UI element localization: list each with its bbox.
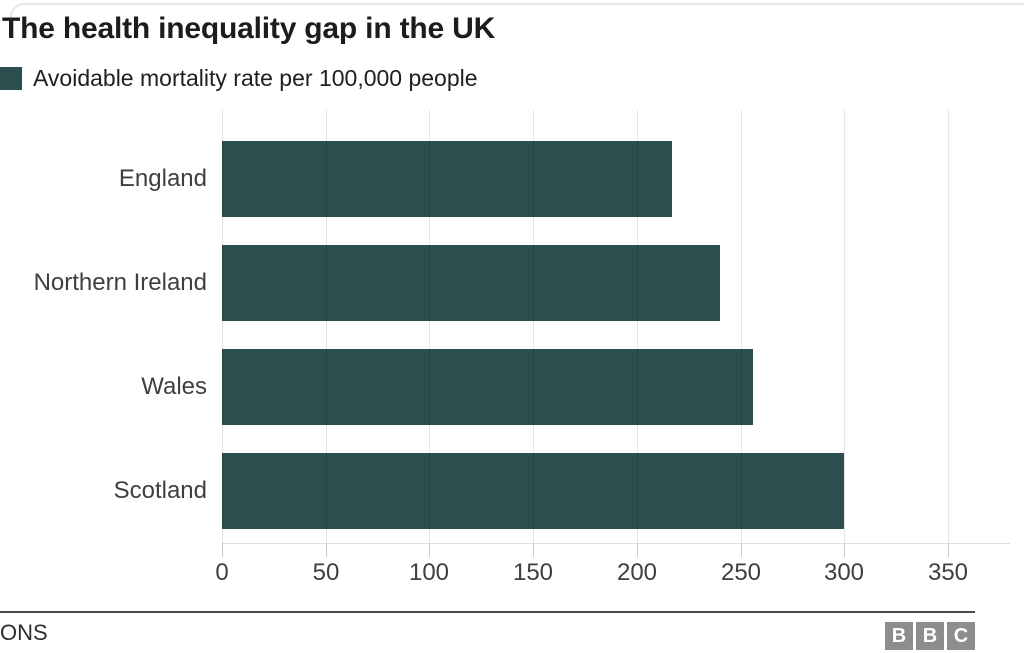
gridline-300 <box>844 110 845 543</box>
source-text: ONS <box>0 620 48 645</box>
x-tick-label-250: 250 <box>720 559 762 586</box>
x-tick-label-200: 200 <box>616 559 658 586</box>
x-tick-350 <box>948 543 949 557</box>
gridline-250 <box>741 110 742 543</box>
x-tick-250 <box>741 543 742 557</box>
x-axis-line <box>222 543 1010 544</box>
gridline-150 <box>533 110 534 543</box>
bar-england <box>222 141 672 217</box>
bar-scotland <box>222 453 844 529</box>
y-label-northern-ireland: Northern Ireland <box>33 269 207 296</box>
x-tick-100 <box>429 543 430 557</box>
chart-title: The health inequality gap in the UK <box>2 12 496 45</box>
legend: Avoidable mortality rate per 100,000 peo… <box>0 65 478 91</box>
x-tick-label-300: 300 <box>823 559 865 586</box>
gridline-50 <box>326 110 327 543</box>
bbc-logo-block-2: B <box>916 622 944 650</box>
plot-area: England Northern Ireland Wales Scotland … <box>33 110 1010 586</box>
y-label-wales: Wales <box>141 373 207 400</box>
bbc-logo-block-1: B <box>885 622 913 650</box>
x-tick-label-350: 350 <box>927 559 969 586</box>
x-tick-label-100: 100 <box>408 559 450 586</box>
legend-label: Avoidable mortality rate per 100,000 peo… <box>33 64 478 91</box>
bar-northern-ireland <box>222 245 720 321</box>
x-tick-0 <box>222 543 223 557</box>
y-label-scotland: Scotland <box>113 477 207 504</box>
legend-swatch <box>0 66 22 90</box>
x-tick-150 <box>533 543 534 557</box>
x-tick-label-0: 0 <box>215 559 229 586</box>
gridline-200 <box>637 110 638 543</box>
x-tick-200 <box>637 543 638 557</box>
y-label-england: England <box>118 165 207 192</box>
x-tick-label-50: 50 <box>312 559 340 586</box>
bbc-logo: B B C <box>885 622 975 650</box>
bbc-logo-block-3: C <box>947 622 975 650</box>
x-tick-300 <box>844 543 845 557</box>
card-top-border <box>10 3 1024 21</box>
gridline-100 <box>429 110 430 543</box>
gridline-350 <box>948 110 949 543</box>
gridline-0 <box>222 110 223 543</box>
footer-rule <box>0 611 975 613</box>
bar-wales <box>222 349 753 425</box>
x-tick-50 <box>326 543 327 557</box>
x-tick-label-150: 150 <box>512 559 554 586</box>
